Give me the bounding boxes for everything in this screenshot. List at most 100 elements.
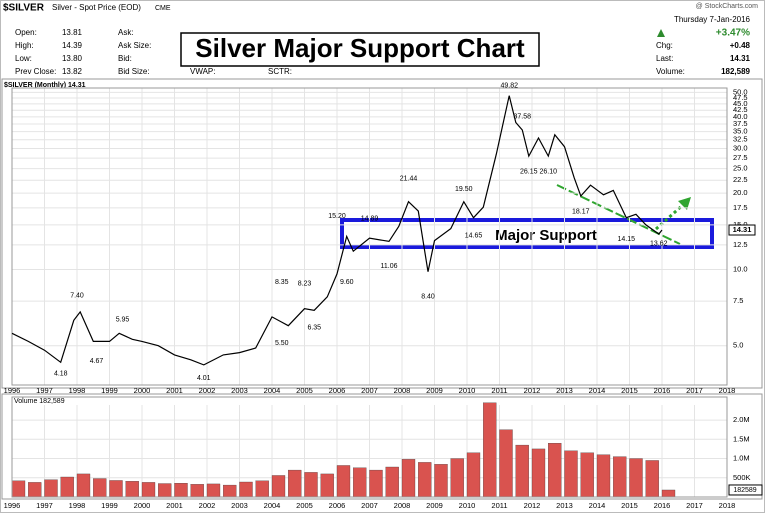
y-tick-label: 1.0M (733, 454, 750, 463)
x-tick-label: 2011 (491, 386, 507, 395)
x-tick-label: 2018 (719, 501, 736, 510)
y-tick-label: 10.0 (733, 264, 748, 273)
volume-bar (288, 469, 302, 498)
x-tick-label: 2005 (296, 386, 313, 395)
field-label: Prev Close: (15, 67, 56, 76)
x-tick-label: 1997 (36, 501, 53, 510)
x-tick-label: 2014 (589, 501, 606, 510)
x-tick-label: 2003 (231, 386, 248, 395)
field-label: Chg: (656, 41, 673, 50)
y-tick-label: 37.5 (733, 119, 748, 128)
x-tick-label: 2016 (654, 386, 671, 395)
up-arrow (657, 29, 665, 37)
x-tick-label: 2018 (719, 386, 736, 395)
point-label: 4.67 (90, 358, 104, 365)
volume-bar (109, 480, 123, 498)
field-value: +0.48 (730, 41, 751, 50)
x-tick-label: 2014 (589, 386, 606, 395)
volume-bar (466, 452, 481, 498)
field-label: SCTR: (268, 67, 292, 76)
volume-bar (255, 480, 269, 498)
field-label: Volume: (656, 67, 685, 76)
copyright: @ StockCharts.com (696, 3, 759, 10)
y-tick-label: 20.0 (733, 188, 748, 197)
volume-bar (450, 458, 464, 498)
volume-bar (125, 481, 139, 498)
field-label: High: (15, 41, 34, 50)
volume-bar (353, 467, 367, 498)
point-label: 8.23 (298, 281, 312, 288)
x-tick-label: 1999 (101, 501, 118, 510)
x-tick-label: 2011 (491, 501, 507, 510)
point-label: 6.35 (307, 324, 321, 331)
point-label: 21.44 (400, 175, 418, 182)
volume-bar (548, 443, 562, 498)
x-tick-label: 2002 (199, 501, 216, 510)
title-box (180, 32, 540, 67)
point-label: 9.60 (340, 279, 354, 286)
y-tick-label: 25.0 (733, 164, 748, 173)
point-label: 49.82 (500, 83, 518, 90)
point-label: 18.17 (572, 209, 590, 216)
x-tick-label: 2000 (134, 501, 151, 510)
y-tick-label: 5.0 (733, 341, 743, 350)
volume-bar (369, 469, 383, 498)
y-tick-label: 30.0 (733, 144, 748, 153)
point-label: 14.89 (361, 215, 379, 222)
field-value: 14.39 (62, 41, 83, 50)
chart-label: $SILVER (Monthly) 14.31 (4, 82, 86, 89)
volume-bar (271, 475, 286, 498)
volume-bar (190, 484, 204, 498)
x-tick-label: 2006 (329, 386, 346, 395)
y-tick-label: 12.5 (733, 240, 748, 249)
x-tick-label: 2004 (264, 386, 281, 395)
y-tick-label: 500K (733, 473, 751, 482)
volume-bar (320, 473, 334, 498)
exchange: CME (155, 5, 171, 12)
x-tick-label: 1996 (4, 386, 21, 395)
x-tick-label: 1998 (69, 501, 86, 510)
point-label: 13.62 (650, 240, 668, 247)
x-tick-label: 2015 (621, 386, 638, 395)
plot-frame (11, 87, 728, 386)
field-label: Last: (656, 54, 673, 63)
x-tick-label: 1999 (101, 386, 118, 395)
point-label: 14.65 (465, 232, 483, 239)
volume-bar (158, 483, 172, 498)
description: Silver - Spot Price (EOD) (52, 3, 141, 12)
volume-bar (60, 476, 74, 498)
field-value: 13.82 (62, 67, 83, 76)
support-box (340, 218, 714, 249)
last-volume-label: 182589 (733, 487, 756, 494)
x-tick-label: 2001 (166, 501, 183, 510)
volume-bar (304, 472, 318, 498)
x-tick-label: 2006 (329, 501, 346, 510)
field-value: 182,589 (721, 67, 750, 76)
symbol: $SILVER (3, 3, 45, 14)
x-tick-label: 2012 (524, 501, 541, 510)
x-tick-label: 1998 (69, 386, 86, 395)
last-price-label: 14.31 (733, 225, 752, 234)
point-label: 15.20 (328, 213, 346, 220)
field-label: VWAP: (190, 67, 215, 76)
point-label: 5.50 (275, 340, 289, 347)
y-tick-label: 22.5 (733, 175, 748, 184)
y-tick-label: 42.5 (733, 105, 748, 114)
x-tick-label: 2007 (361, 501, 378, 510)
field-label: Open: (15, 28, 37, 37)
volume-bar (401, 459, 416, 498)
point-label: 4.18 (54, 370, 68, 377)
x-tick-label: 2015 (621, 501, 638, 510)
x-tick-label: 1996 (4, 501, 21, 510)
price-line (11, 95, 663, 366)
last-price-box (728, 224, 756, 236)
field-label: Ask Size: (118, 41, 151, 50)
support-label: Major Support (495, 227, 597, 244)
y-tick-label: 47.5 (733, 93, 748, 102)
volume-bar (580, 452, 594, 498)
last-volume-box (728, 484, 763, 496)
point-label: 14.15 (617, 236, 635, 243)
